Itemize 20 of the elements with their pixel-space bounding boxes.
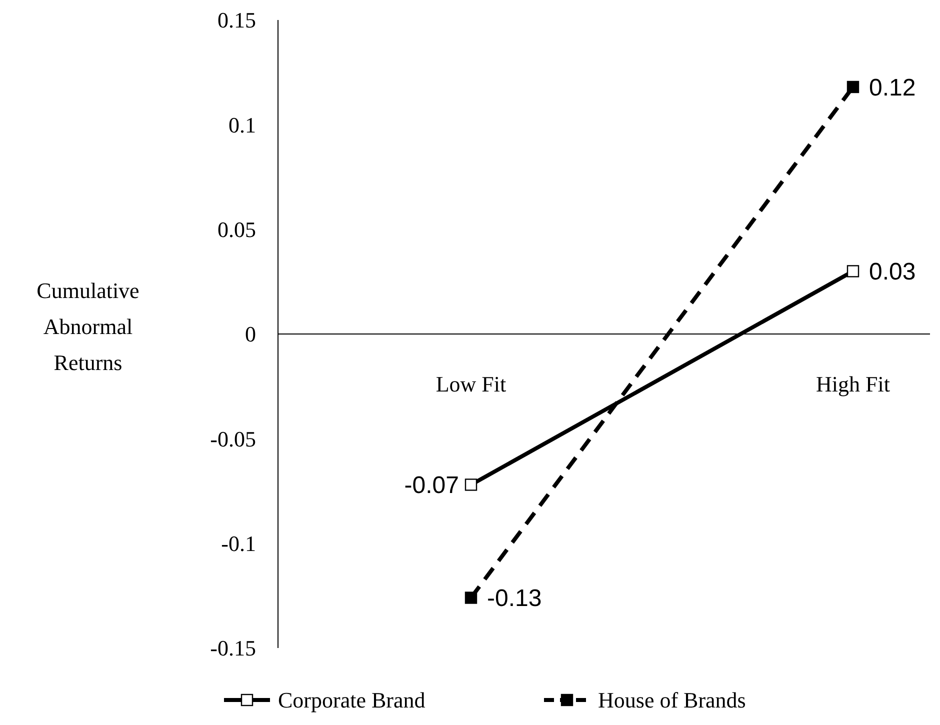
y-tick-label: 0: [245, 322, 256, 347]
x-tick-label: High Fit: [816, 372, 890, 397]
y-tick-label: -0.05: [210, 426, 256, 452]
legend-label: Corporate Brand: [278, 688, 426, 713]
point: [464, 478, 478, 491]
y-tick-label: 0.15: [218, 8, 256, 33]
legend-label: House of Brands: [598, 688, 746, 713]
point: [846, 265, 860, 278]
y-tick-label: -0.15: [210, 636, 256, 661]
point: [464, 592, 478, 604]
y-tick-label: -0.1: [221, 531, 256, 556]
y-tick-label: 0.05: [218, 217, 256, 242]
y-tick-label: 0.1: [228, 112, 256, 138]
data-label: 0.12: [869, 74, 916, 102]
data-label: -0.07: [404, 472, 459, 500]
x-tick-label: Low Fit: [436, 372, 506, 397]
y-axis-title: Cumulative Abnormal Returns: [36, 278, 140, 375]
data-label: -0.13: [487, 585, 542, 612]
data-label: 0.03: [869, 258, 916, 286]
point: [846, 80, 860, 94]
